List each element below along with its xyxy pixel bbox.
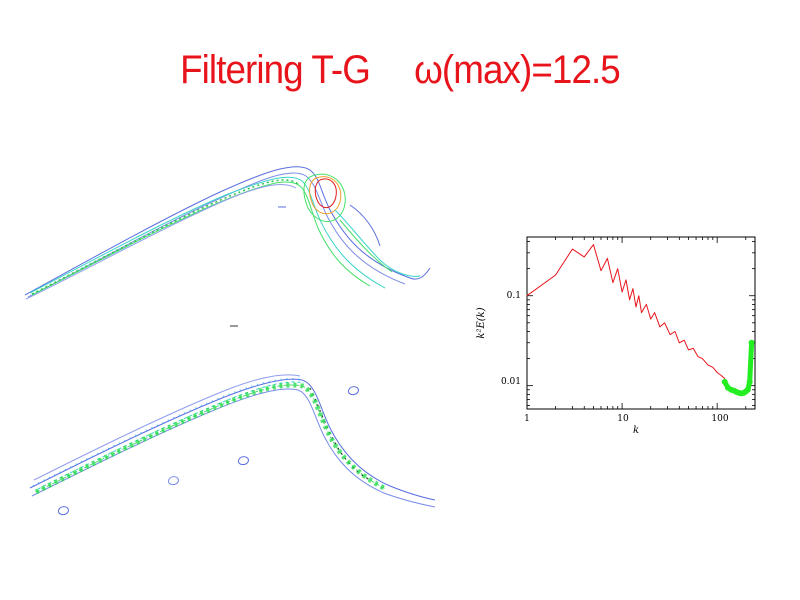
contour-line	[349, 204, 381, 247]
contour-line	[237, 456, 249, 465]
contour-line	[314, 178, 337, 209]
slide-title: Filtering T-G ω(max)=12.5	[32, 48, 768, 93]
y-tick-label: 0.01	[501, 377, 521, 387]
vorticity-contour-plot-top	[24, 166, 431, 327]
contour-line	[27, 172, 406, 298]
series-line-1	[526, 244, 726, 379]
contour-line	[339, 219, 393, 273]
contour-line	[29, 378, 436, 501]
contour-line	[57, 506, 69, 515]
energy-spectrum-chart: 1 10 100 0.1 0.01 k k²E(k)	[476, 236, 756, 436]
data-point	[721, 378, 728, 385]
contour-line	[347, 386, 359, 395]
contour-line	[31, 181, 371, 296]
x-tick-label: 100	[711, 414, 728, 424]
axis-ticks	[526, 237, 755, 409]
contour-line	[33, 374, 301, 481]
contour-line	[334, 209, 421, 277]
x-tick-label: 10	[617, 414, 629, 424]
contour-line	[167, 476, 179, 485]
contour-line	[309, 387, 371, 481]
series-group	[526, 244, 755, 397]
y-tick-label: 0.1	[507, 291, 521, 301]
contour-filament	[34, 382, 388, 495]
data-point	[746, 378, 753, 385]
contour-line	[303, 173, 346, 222]
contour-line	[31, 388, 436, 508]
title-left: Filtering T-G	[180, 48, 371, 92]
contour-line	[24, 166, 431, 296]
vorticity-contour-plot-bottom	[29, 374, 436, 515]
contour-line	[309, 176, 342, 215]
data-point	[744, 386, 751, 393]
title-right: ω(max)=12.5	[414, 48, 621, 92]
data-point	[748, 339, 755, 346]
y-axis-label: k²E(k)	[476, 307, 487, 338]
x-tick-label: 1	[524, 414, 530, 424]
x-axis-label: k	[633, 425, 639, 436]
contour-filament	[31, 179, 299, 295]
contour-line	[29, 176, 386, 294]
contour-line	[25, 183, 297, 300]
contour-filament	[32, 378, 302, 487]
plot-frame	[526, 236, 756, 410]
